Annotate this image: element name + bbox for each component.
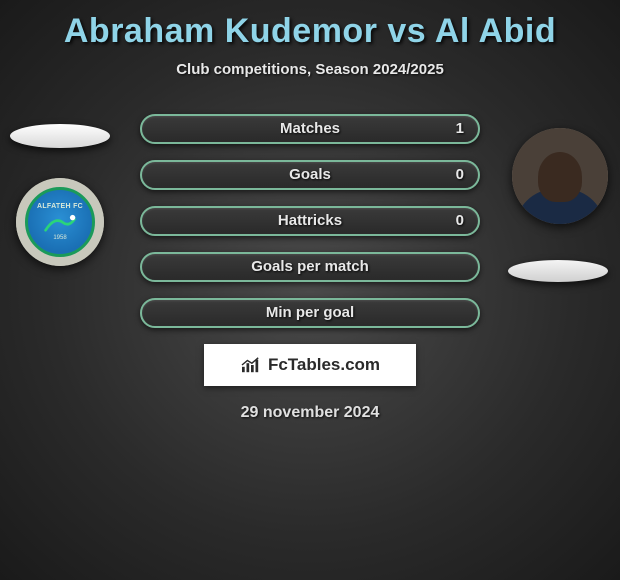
- club-year-text: 1958: [53, 235, 66, 241]
- stat-label: Goals: [142, 162, 478, 188]
- stat-right-value: 0: [456, 208, 464, 234]
- stat-right-value: 0: [456, 162, 464, 188]
- club-swoosh-icon: [42, 212, 78, 234]
- player-head: [538, 152, 582, 202]
- date-text: 29 november 2024: [0, 404, 620, 422]
- avatar-right-player: [512, 128, 608, 224]
- stat-label: Goals per match: [142, 254, 478, 280]
- stat-label: Hattricks: [142, 208, 478, 234]
- page-subtitle: Club competitions, Season 2024/2025: [0, 61, 620, 78]
- brand-chart-icon: [240, 356, 262, 374]
- alfateh-logo: ALFATEH FC 1958: [16, 178, 104, 266]
- avatar-left-club-logo: ALFATEH FC 1958: [16, 178, 104, 266]
- stat-row-goals: Goals 0: [140, 160, 480, 190]
- brand-text: FcTables.com: [268, 355, 380, 375]
- club-name-text: ALFATEH FC: [37, 203, 83, 210]
- brand-box: FcTables.com: [204, 344, 416, 386]
- disc-right: [508, 260, 608, 282]
- disc-left: [10, 124, 110, 148]
- stat-row-matches: Matches 1: [140, 114, 480, 144]
- stat-row-goals-per-match: Goals per match: [140, 252, 480, 282]
- stat-label: Min per goal: [142, 300, 478, 326]
- stat-label: Matches: [142, 116, 478, 142]
- stat-row-hattricks: Hattricks 0: [140, 206, 480, 236]
- stat-row-min-per-goal: Min per goal: [140, 298, 480, 328]
- stat-right-value: 1: [456, 116, 464, 142]
- page-title: Abraham Kudemor vs Al Abid: [0, 0, 620, 51]
